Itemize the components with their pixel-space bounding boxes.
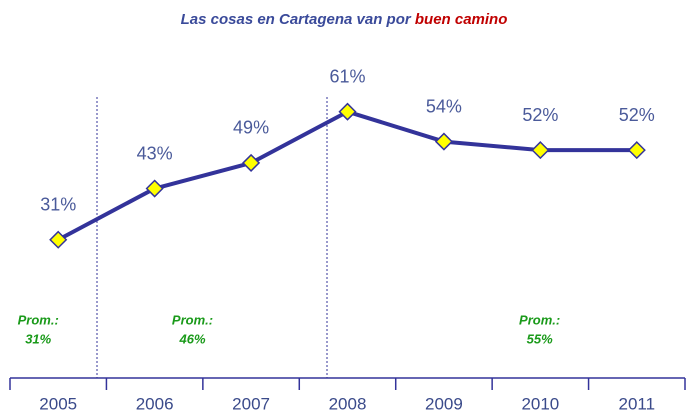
marker [338,102,357,121]
marker [627,141,646,160]
chart-title: Las cosas en Cartagena van por buen cami… [181,11,508,28]
data-label: 43% [137,143,173,163]
annotation: Prom.: [172,312,213,327]
data-label: 54% [426,96,462,116]
annotation: 31% [25,331,51,346]
x-tick-label: 2006 [136,394,174,413]
data-label: 52% [619,105,655,125]
data-label: 31% [40,194,76,214]
x-tick-label: 2010 [521,394,559,413]
marker [145,179,164,198]
marker [242,153,261,172]
marker [49,230,68,249]
data-label: 61% [329,66,365,86]
title-highlight: buen camino [415,11,508,28]
x-tick-label: 2009 [425,394,463,413]
annotation: Prom.: [519,312,560,327]
annotation: Prom.: [18,312,59,327]
x-tick-label: 2011 [619,394,656,413]
x-tick-label: 2007 [232,394,270,413]
data-label: 49% [233,118,269,138]
x-tick-label: 2005 [39,394,77,413]
line [57,109,637,242]
title-part: Las cosas en Cartagena van por [181,11,412,28]
annotation: 55% [527,331,553,346]
marker [434,132,453,151]
annotation: 46% [178,331,205,346]
data-label: 52% [522,105,558,125]
x-tick-label: 2008 [329,394,367,413]
marker [531,141,550,160]
